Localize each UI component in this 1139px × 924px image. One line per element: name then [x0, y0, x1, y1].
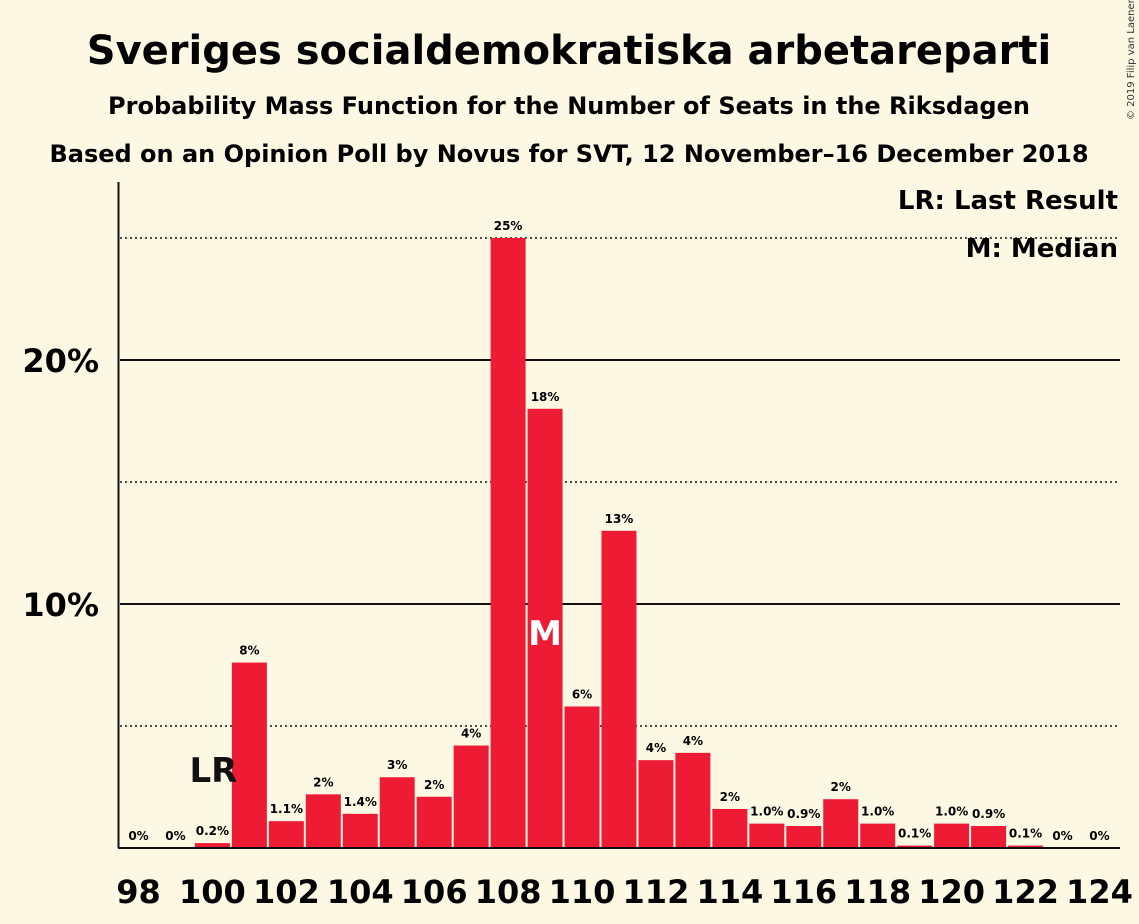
bar-value-label: 0.1% [1009, 827, 1042, 841]
x-tick-label: 104 [327, 873, 394, 911]
bar-value-label: 1.0% [750, 805, 783, 819]
bar-value-label: 4% [646, 741, 666, 755]
bar-value-label: 4% [683, 734, 703, 748]
x-tick-labels: 98 100 102 104 106 108 110 112 114 116 118 120 122 12… [116, 873, 1133, 911]
legend-median: M: Median [966, 234, 1118, 264]
bar-seat-106 [416, 796, 452, 848]
copyright-text: © 2019 Filip van Laenen [1126, 0, 1137, 120]
bar-seat-113 [675, 752, 711, 848]
y-tick-label: 10% [22, 586, 99, 624]
markers: LR M [189, 614, 561, 791]
bar-value-label: 1.4% [344, 795, 377, 809]
x-tick-label: 120 [918, 873, 985, 911]
bar-value-label: 0% [165, 829, 185, 843]
bar-seat-101 [231, 662, 267, 848]
bar-seat-103 [305, 794, 341, 848]
chart-title: Sveriges socialdemokratiska arbetarepart… [87, 28, 1051, 74]
bar-value-label: 3% [387, 758, 407, 772]
bars [194, 238, 1044, 848]
x-tick-label: 108 [475, 873, 542, 911]
last-result-marker: LR [189, 751, 237, 791]
x-tick-label: 118 [844, 873, 911, 911]
bar-seat-117 [823, 799, 859, 848]
chart-subtitle-poll: Based on an Opinion Poll by Novus for SV… [49, 140, 1088, 168]
bar-seat-107 [453, 745, 489, 848]
bar-value-label: 2% [424, 778, 444, 792]
bar-seat-112 [638, 760, 674, 848]
bar-value-label: 2% [831, 780, 851, 794]
x-tick-label: 110 [549, 873, 616, 911]
bar-value-label: 18% [531, 390, 560, 404]
bar-seat-100 [194, 843, 230, 848]
bar-value-label: 0% [128, 829, 148, 843]
bar-seat-120 [934, 823, 970, 848]
chart-subtitle: Probability Mass Function for the Number… [108, 92, 1030, 120]
y-tick-labels: 10% 20% [22, 342, 99, 624]
bar-value-label: 0% [1089, 829, 1109, 843]
bar-seat-116 [786, 826, 822, 848]
x-tick-label: 98 [116, 873, 161, 911]
bar-seat-104 [342, 813, 378, 848]
bar-seat-114 [712, 808, 748, 848]
bar-seat-105 [379, 777, 415, 848]
bar-value-label: 2% [313, 775, 333, 789]
bar-value-label: 13% [605, 512, 634, 526]
bar-value-label: 25% [494, 219, 523, 233]
bar-value-label: 0% [1052, 829, 1072, 843]
x-tick-label: 112 [623, 873, 690, 911]
x-tick-label: 100 [179, 873, 246, 911]
bar-value-label: 1.0% [935, 805, 968, 819]
bar-seat-109 [527, 408, 563, 848]
legend-last-result: LR: Last Result [898, 186, 1118, 216]
y-tick-label: 20% [22, 342, 99, 380]
bar-value-label: 1.1% [270, 802, 303, 816]
bar-value-label: 2% [720, 790, 740, 804]
bar-seat-111 [601, 530, 637, 848]
x-tick-label: 124 [1066, 873, 1133, 911]
bar-value-label: 6% [572, 687, 592, 701]
bar-value-label: 0.2% [196, 824, 229, 838]
x-tick-label: 114 [696, 873, 763, 911]
bar-value-label: 0.1% [898, 827, 931, 841]
bar-seat-122 [1008, 845, 1044, 848]
bar-value-labels: 0% 0% 0.2% 8% 1.1% 2% 1.4% 3% 2% 4% 25% 18% 6% 13% 4% 4… [128, 219, 1109, 843]
bar-seat-121 [971, 826, 1007, 848]
x-tick-label: 116 [770, 873, 837, 911]
bar-value-label: 0.9% [787, 807, 820, 821]
bar-seat-108 [490, 238, 526, 848]
bar-seat-119 [897, 845, 933, 848]
x-tick-label: 106 [401, 873, 468, 911]
bar-value-label: 8% [239, 644, 259, 658]
bar-seat-110 [564, 706, 600, 848]
median-marker: M [528, 614, 562, 654]
x-tick-label: 102 [253, 873, 320, 911]
bar-value-label: 0.9% [972, 807, 1005, 821]
bar-value-label: 1.0% [861, 805, 894, 819]
x-tick-label: 122 [992, 873, 1059, 911]
bar-seat-115 [749, 823, 785, 848]
bar-value-label: 4% [461, 727, 481, 741]
bar-seat-102 [268, 821, 304, 848]
bar-seat-118 [860, 823, 896, 848]
